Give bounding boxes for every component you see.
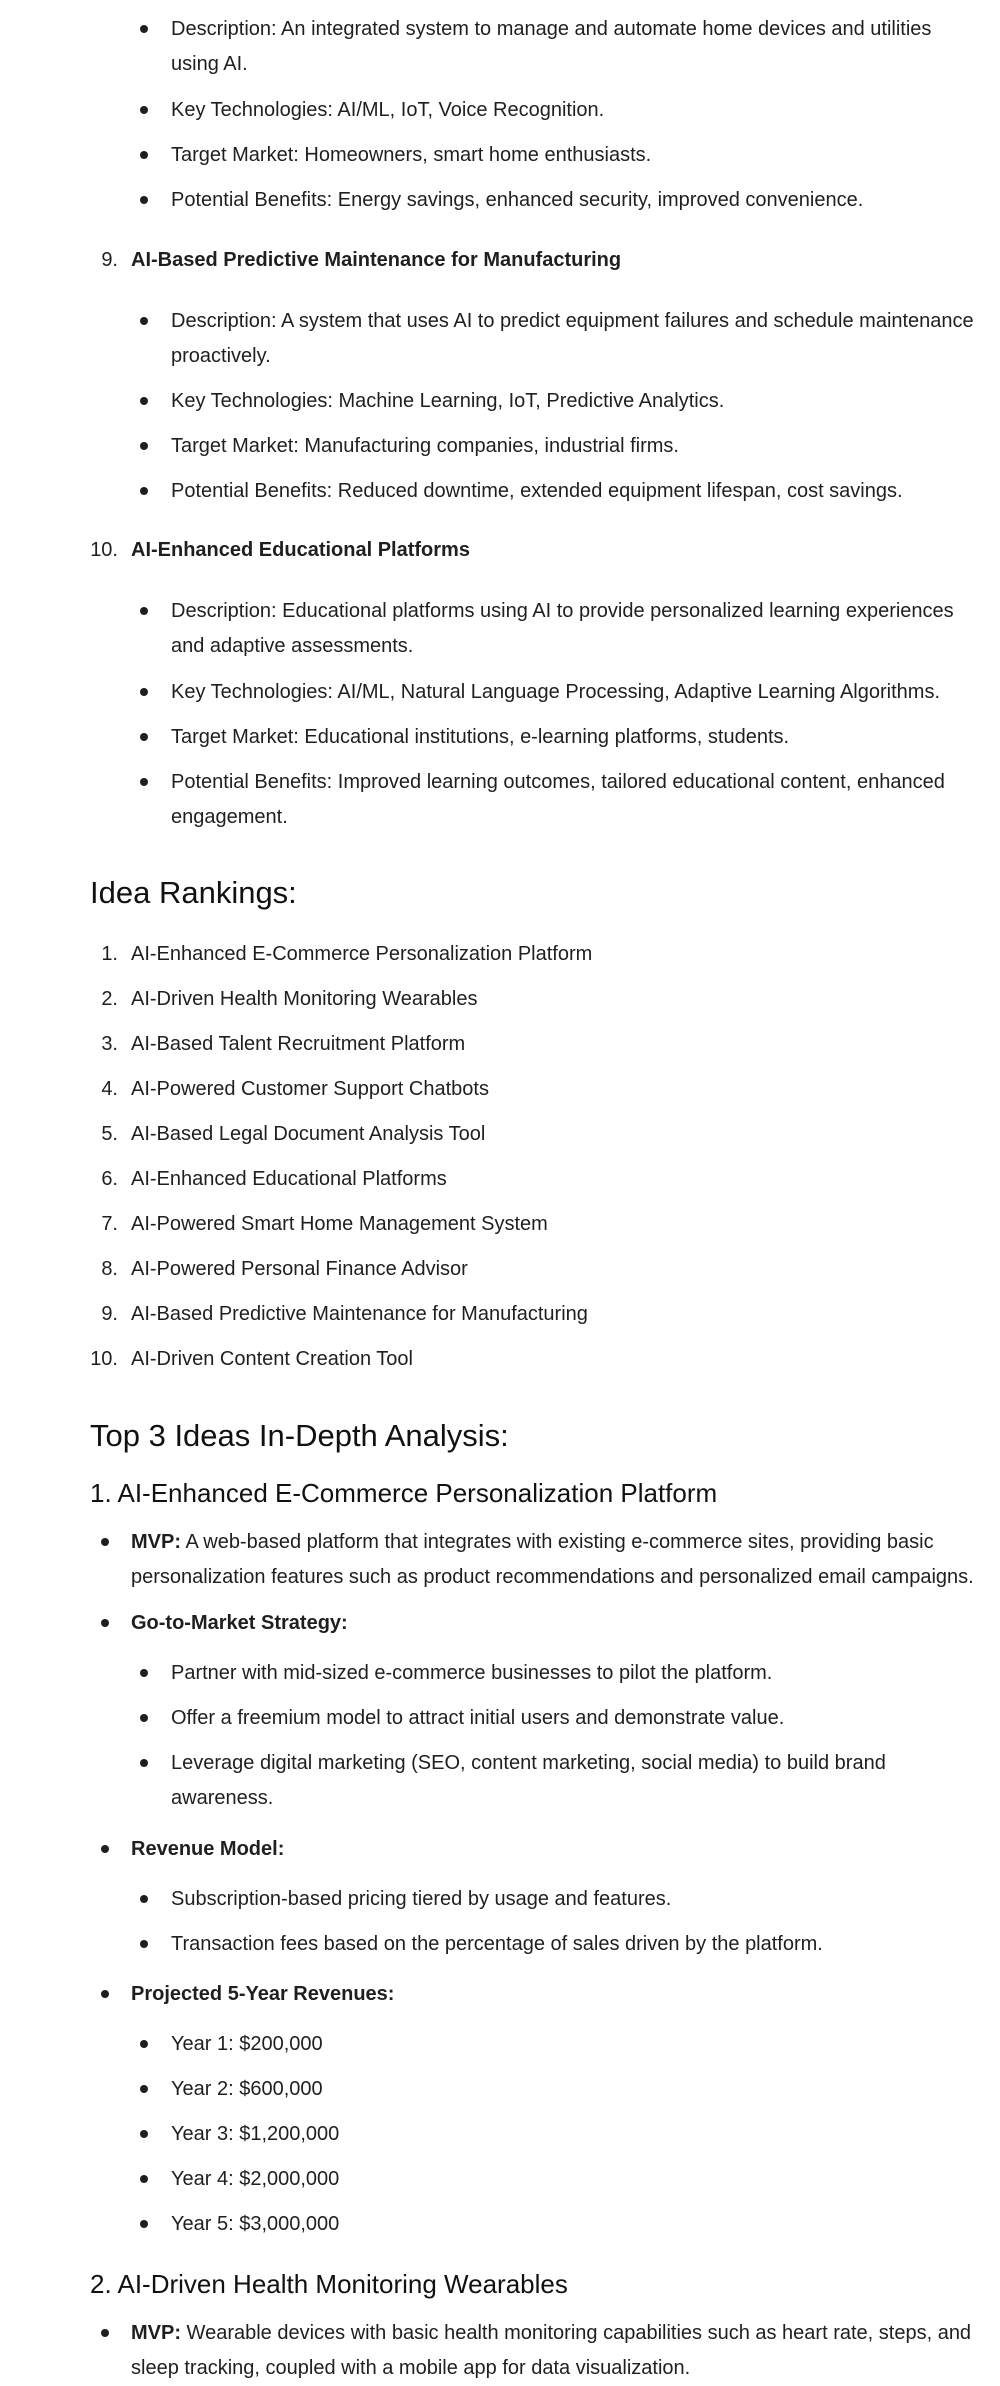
bullet <box>101 1845 109 1853</box>
idea-8-description: Description: An integrated system to man… <box>171 18 932 40</box>
idea-10-title: AI-Enhanced Educational Platforms <box>131 539 470 561</box>
idea-10-tech: Key Technologies: AI/ML, Natural Languag… <box>171 681 940 703</box>
ranking-number: 3. <box>101 1033 118 1055</box>
idea-8-market: Target Market: Homeowners, smart home en… <box>171 144 652 166</box>
mvp-label: MVP: <box>131 1531 181 1553</box>
idea-8-tech: Key Technologies: AI/ML, IoT, Voice Reco… <box>171 99 605 121</box>
bullet <box>140 25 148 33</box>
mvp-text: Wearable devices with basic health monit… <box>181 2322 972 2344</box>
bullet <box>140 2130 148 2138</box>
bullet <box>140 2040 148 2048</box>
projection-year: Year 5: $3,000,000 <box>171 2213 340 2235</box>
ranking-item: AI-Enhanced Educational Platforms <box>131 1168 447 1190</box>
idea-10-description-cont: and adaptive assessments. <box>171 635 414 657</box>
bullet <box>140 442 148 450</box>
ranking-number: 2. <box>101 988 118 1010</box>
mvp-text: A web-based platform that integrates wit… <box>181 1531 934 1553</box>
projection-year: Year 3: $1,200,000 <box>171 2123 340 2145</box>
ranking-item: AI-Driven Health Monitoring Wearables <box>131 988 478 1010</box>
ranking-item: AI-Powered Smart Home Management System <box>131 1213 548 1235</box>
bullet <box>140 1759 148 1767</box>
projections-label: Projected 5-Year Revenues: <box>131 1983 395 2005</box>
projection-year: Year 2: $600,000 <box>171 2078 323 2100</box>
idea-10-market: Target Market: Educational institutions,… <box>171 726 790 748</box>
gtm-item: Offer a freemium model to attract initia… <box>171 1707 785 1729</box>
idea-10-description: Description: Educational platforms using… <box>171 600 954 622</box>
bullet <box>101 1990 109 1998</box>
idea-1-mvp-cont: personalization features such as product… <box>131 1566 974 1588</box>
ranking-item: AI-Based Predictive Maintenance for Manu… <box>131 1303 588 1325</box>
analysis-heading: Top 3 Ideas In-Depth Analysis: <box>90 1418 509 1453</box>
idea-2-mvp-cont: sleep tracking, coupled with a mobile ap… <box>131 2357 691 2379</box>
gtm-item: Partner with mid-sized e-commerce busine… <box>171 1662 773 1684</box>
ranking-item: AI-Powered Personal Finance Advisor <box>131 1258 468 1280</box>
bullet <box>101 1619 109 1627</box>
revenue-item: Transaction fees based on the percentage… <box>171 1933 823 1955</box>
rankings-heading: Idea Rankings: <box>90 875 297 910</box>
gtm-item-cont: awareness. <box>171 1787 274 1809</box>
ranking-number: 7. <box>101 1213 118 1235</box>
ranking-number: 6. <box>101 1168 118 1190</box>
bullet <box>140 397 148 405</box>
idea-9-tech: Key Technologies: Machine Learning, IoT,… <box>171 390 725 412</box>
bullet <box>140 1895 148 1903</box>
ranking-number: 9. <box>101 1303 118 1325</box>
ranking-number: 8. <box>101 1258 118 1280</box>
bullet <box>140 2220 148 2228</box>
idea-9-market: Target Market: Manufacturing companies, … <box>171 435 679 457</box>
projection-year: Year 4: $2,000,000 <box>171 2168 340 2190</box>
idea-8-description-cont: using AI. <box>171 53 248 75</box>
ranking-number: 1. <box>101 943 118 965</box>
bullet <box>140 778 148 786</box>
ranking-item: AI-Driven Content Creation Tool <box>131 1348 413 1370</box>
idea-8-benefits: Potential Benefits: Energy savings, enha… <box>171 189 864 211</box>
revenue-label: Revenue Model: <box>131 1838 285 1860</box>
projection-year: Year 1: $200,000 <box>171 2033 323 2055</box>
bullet <box>140 688 148 696</box>
idea-10-benefits: Potential Benefits: Improved learning ou… <box>171 771 945 793</box>
idea-9-description-cont: proactively. <box>171 345 271 367</box>
ranking-item: AI-Powered Customer Support Chatbots <box>131 1078 489 1100</box>
idea-9-number: 9. <box>101 249 118 271</box>
gtm-label: Go-to-Market Strategy: <box>131 1612 348 1634</box>
bullet <box>140 151 148 159</box>
ranking-number: 10. <box>90 1348 118 1370</box>
revenue-item: Subscription-based pricing tiered by usa… <box>171 1888 672 1910</box>
bullet <box>140 733 148 741</box>
idea-9-benefits: Potential Benefits: Reduced downtime, ex… <box>171 480 903 502</box>
bullet <box>140 1669 148 1677</box>
gtm-item: Leverage digital marketing (SEO, content… <box>171 1752 886 1774</box>
bullet <box>140 607 148 615</box>
idea-2-analysis-title: 2. AI-Driven Health Monitoring Wearables <box>90 2269 568 2299</box>
idea-1-mvp: MVP: A web-based platform that integrate… <box>131 1525 934 1560</box>
bullet <box>140 487 148 495</box>
idea-2-mvp: MVP: Wearable devices with basic health … <box>131 2316 971 2351</box>
bullet <box>101 2329 109 2337</box>
idea-9-title: AI-Based Predictive Maintenance for Manu… <box>131 249 622 271</box>
bullet <box>140 106 148 114</box>
bullet <box>140 2175 148 2183</box>
bullet <box>140 1714 148 1722</box>
idea-9-description: Description: A system that uses AI to pr… <box>171 310 974 332</box>
bullet <box>140 1940 148 1948</box>
idea-10-number: 10. <box>90 539 118 561</box>
bullet <box>140 317 148 325</box>
bullet <box>140 2085 148 2093</box>
ranking-item: AI-Based Talent Recruitment Platform <box>131 1033 466 1055</box>
idea-1-analysis-title: 1. AI-Enhanced E-Commerce Personalizatio… <box>90 1478 718 1508</box>
bullet <box>101 1538 109 1546</box>
ranking-number: 4. <box>101 1078 118 1100</box>
ranking-number: 5. <box>101 1123 118 1145</box>
idea-10-benefits-cont: engagement. <box>171 806 288 828</box>
ranking-item: AI-Based Legal Document Analysis Tool <box>131 1123 486 1145</box>
bullet <box>140 196 148 204</box>
mvp-label: MVP: <box>131 2322 181 2344</box>
ranking-item: AI-Enhanced E-Commerce Personalization P… <box>131 943 593 965</box>
